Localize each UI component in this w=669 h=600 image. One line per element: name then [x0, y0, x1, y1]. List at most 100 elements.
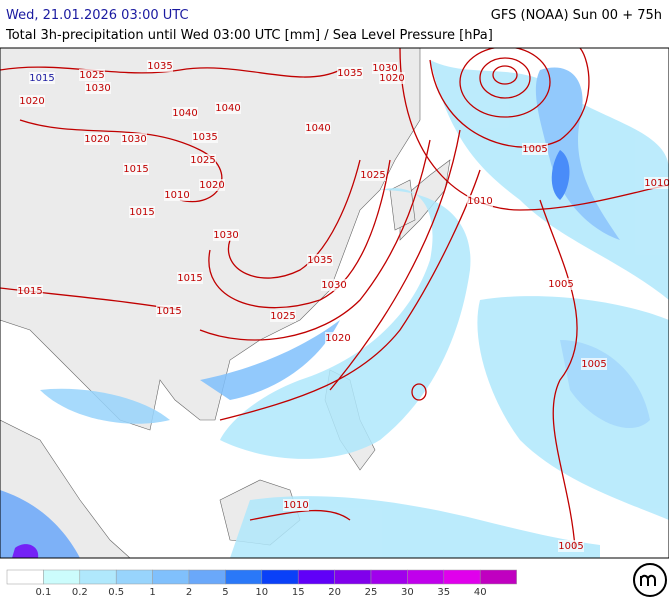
isobar [227, 159, 361, 279]
isobar [539, 199, 578, 549]
isobar-label: 1030 [213, 230, 238, 241]
precip-area [230, 496, 600, 558]
legend-label: 0.1 [35, 587, 51, 598]
isobar-label-bg [360, 169, 386, 181]
precip-area [200, 320, 340, 400]
isobar-label: 1010 [164, 190, 189, 201]
isobar-label-bg [270, 310, 296, 322]
isobar-label: 1030 [372, 63, 397, 74]
isobar-label: 1005 [548, 279, 573, 290]
isobar-label-bg [29, 72, 55, 84]
legend-label: 0.2 [72, 587, 88, 598]
isobar [492, 65, 518, 85]
isobar-label: 1015 [156, 306, 181, 317]
isobar [411, 383, 427, 401]
isobar-label-bg [644, 177, 669, 189]
isobar-label: 1010 [467, 196, 492, 207]
legend-label: 40 [474, 587, 487, 598]
isobar-label: 1025 [360, 170, 385, 181]
legend-label: 25 [365, 587, 378, 598]
isobar-label: 1035 [337, 68, 362, 79]
isobar-label-bg [558, 540, 584, 552]
isobar-label-bg [177, 272, 203, 284]
date-label: Wed, 21.01.2026 03:00 UTC [6, 8, 189, 23]
legend-label: 10 [255, 587, 268, 598]
isobar-label: 1005 [522, 144, 547, 155]
isobar [19, 119, 223, 203]
isobar-label: 1040 [172, 108, 197, 119]
legend: 0.1 0.2 0.5 1 2 5 10 15 20 25 30 35 40 [6, 569, 517, 598]
legend-swatch [407, 569, 445, 585]
isobar-label-bg [305, 122, 331, 134]
legend-label: 2 [186, 587, 192, 598]
isobar [399, 48, 669, 211]
isobar-label-bg [337, 67, 363, 79]
isobar-label-bg [121, 133, 147, 145]
isobar-label-bg [85, 82, 111, 94]
isobar-label-bg [283, 499, 309, 511]
legend-label: 15 [292, 587, 305, 598]
legend-label: 0.5 [108, 587, 124, 598]
isobar-label-bg [321, 279, 347, 291]
logo [633, 563, 667, 597]
isobar-label-bg [522, 143, 548, 155]
isobar-label: 1030 [121, 134, 146, 145]
legend-swatch [261, 569, 299, 585]
isobar-label-bg [192, 131, 218, 143]
legend-swatch [6, 569, 44, 585]
legend-label: 20 [328, 587, 341, 598]
isobar-label: 1005 [558, 541, 583, 552]
isobar-label-bg [156, 305, 182, 317]
legend-swatch [479, 569, 517, 585]
isobar-label: 1020 [84, 134, 109, 145]
isobar-label: 1010 [644, 178, 669, 189]
legend-swatch [152, 569, 190, 585]
isobar-label-bg [19, 95, 45, 107]
isobar-label: 1020 [19, 96, 44, 107]
legend-swatch [297, 569, 335, 585]
legend-swatch [79, 569, 117, 585]
precip-area [551, 150, 570, 200]
isobar [199, 139, 431, 341]
isobar-label: 1030 [85, 83, 110, 94]
isobar-label: 1020 [379, 73, 404, 84]
precip-area [477, 296, 669, 520]
isobar-label: 1020 [199, 180, 224, 191]
isobar [249, 509, 351, 521]
isobar-label: 1015 [29, 73, 54, 84]
isobar [479, 57, 531, 99]
isobar [459, 48, 551, 118]
isobar-label-bg [548, 278, 574, 290]
precip-area [220, 188, 471, 459]
isobar-label: 1035 [307, 255, 332, 266]
isobar-label-bg [379, 72, 405, 84]
isobar-label-bg [190, 154, 216, 166]
isobar-label: 1015 [17, 286, 42, 297]
legend-label: 5 [222, 587, 228, 598]
isobar-label-bg [123, 163, 149, 175]
map-frame [0, 47, 669, 559]
isobar-label: 1020 [325, 333, 350, 344]
isobar-label: 1005 [581, 359, 606, 370]
legend-label: 30 [401, 587, 414, 598]
isobar-label: 1015 [177, 273, 202, 284]
isobar-label-bg [325, 332, 351, 344]
isobar-label-bg [129, 206, 155, 218]
isobar-label: 1025 [79, 70, 104, 81]
isobar-label: 1010 [283, 500, 308, 511]
isobar-label: 1040 [215, 103, 240, 114]
isobar-label: 1035 [192, 132, 217, 143]
legend-swatch [225, 569, 263, 585]
isobar-label-bg [172, 107, 198, 119]
isobar-label: 1030 [321, 280, 346, 291]
isobar-label-bg [467, 195, 493, 207]
isobar-label: 1040 [305, 123, 330, 134]
isobar [219, 169, 481, 421]
isobar-label-bg [164, 189, 190, 201]
isobar-label: 1035 [147, 61, 172, 72]
isobar [429, 48, 590, 148]
isobar-label-bg [372, 62, 398, 74]
